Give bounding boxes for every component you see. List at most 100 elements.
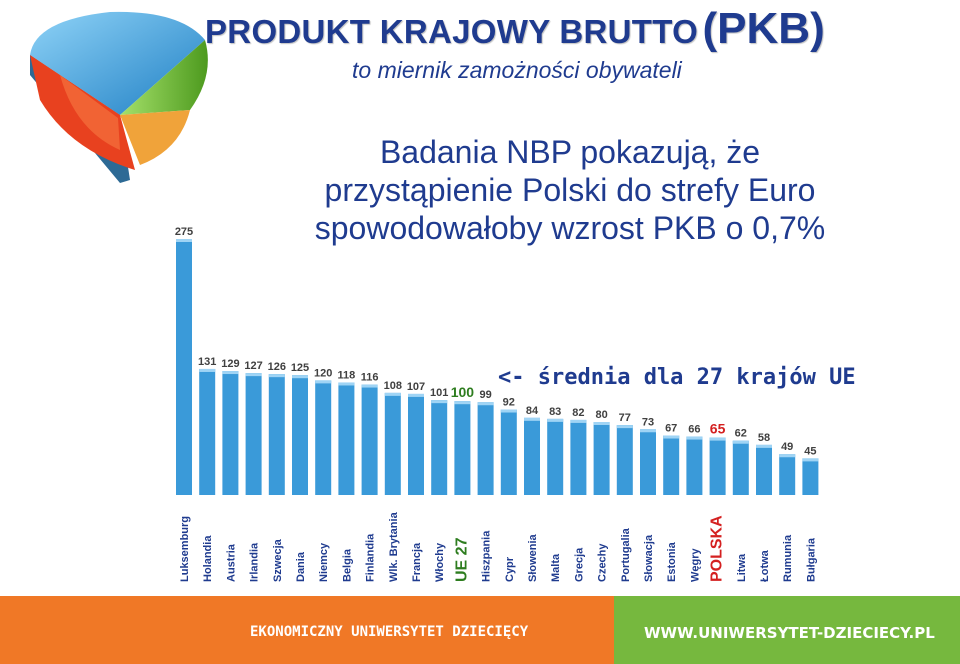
category-label-14: Cypr (504, 556, 516, 582)
bar-top-26 (779, 454, 796, 458)
category-label-10: Francja (411, 542, 423, 582)
bar-4 (268, 374, 285, 495)
pie-slice-blue (30, 11, 205, 115)
value-label-19: 77 (619, 412, 631, 424)
category-label-13: Hiszpania (481, 530, 493, 582)
bar-top-12 (454, 401, 471, 405)
bar-top-7 (338, 382, 355, 386)
bar-21 (663, 435, 680, 495)
value-label-25: 58 (758, 432, 770, 444)
value-label-20: 73 (642, 416, 654, 428)
category-label-0: Luksemburg (179, 516, 191, 582)
value-label-7: 118 (338, 369, 356, 381)
bar-27 (802, 458, 819, 495)
bar-top-13 (477, 402, 494, 406)
bar-top-2 (222, 371, 239, 375)
bar-8 (361, 384, 378, 495)
bar-15 (524, 417, 540, 495)
bar-24 (732, 440, 749, 495)
category-label-24: Litwa (736, 553, 748, 582)
category-label-17: Grecja (573, 547, 585, 582)
bar-14 (500, 409, 517, 495)
value-label-24: 62 (735, 428, 747, 440)
category-label-1: Holandia (202, 535, 214, 582)
category-label-3: Irlandia (249, 542, 261, 582)
value-label-18: 80 (595, 409, 607, 421)
claim-line-3: spowodowałoby wzrost PKB o 0,7% (314, 210, 826, 246)
category-label-16: Malta (550, 553, 562, 582)
bar-6 (315, 380, 332, 495)
bar-top-16 (547, 418, 564, 422)
bar-top-3 (245, 373, 262, 377)
bar-26 (779, 454, 796, 495)
value-label-13: 99 (479, 389, 491, 401)
value-label-9: 108 (384, 380, 402, 392)
value-label-1: 131 (198, 356, 216, 368)
bar-7 (338, 382, 355, 495)
bar-top-5 (292, 375, 308, 379)
bar-top-4 (268, 374, 285, 378)
value-label-4: 126 (268, 361, 286, 373)
bar-10 (408, 393, 424, 495)
bar-16 (547, 418, 564, 495)
pkb-bar-chart: 275 Luksemburg 131 Holandia 129 Austria 127 Irl… (175, 226, 819, 583)
category-label-15: Słowenia (527, 533, 539, 582)
title-main: PRODUKT KRAJOWY BRUTTO (205, 13, 699, 50)
footer-website-link[interactable]: WWW.UNIWERSYTET-DZIECIECY.PL (644, 624, 935, 642)
category-label-8: Finlandia (365, 533, 377, 582)
bar-top-20 (640, 429, 656, 433)
title-abbr: (PKB) (702, 4, 825, 53)
bar-top-18 (593, 422, 610, 425)
category-label-9: Wlk. Brytania (388, 511, 400, 582)
bar-top-9 (384, 392, 401, 396)
category-label-4: Szwecja (272, 538, 284, 582)
value-label-26: 49 (781, 441, 793, 453)
value-label-21: 67 (665, 423, 677, 435)
value-label-2: 129 (221, 358, 239, 370)
bar-2 (222, 371, 239, 495)
bar-23 (709, 437, 726, 495)
average-note: <- średnia dla 27 krajów UE (498, 365, 856, 390)
category-label-22: Węgry (689, 548, 701, 583)
category-label-5: Dania (295, 551, 307, 582)
category-label-26: Rumunia (782, 534, 794, 582)
value-label-5: 125 (291, 362, 309, 374)
footer-left: EKONOMICZNY UNIWERSYTET DZIECIĘCY (0, 596, 614, 664)
value-label-22: 66 (688, 424, 700, 436)
footer-left-text: EKONOMICZNY UNIWERSYTET DZIECIĘCY (250, 624, 529, 640)
category-label-23: POLSKA (709, 515, 726, 582)
value-label-10: 107 (407, 381, 425, 393)
page-subtitle: to miernik zamożności obywateli (352, 57, 682, 83)
value-label-15: 84 (526, 405, 539, 417)
pie-slice-yellow (120, 110, 190, 165)
bar-top-23 (709, 437, 726, 441)
pie-chart-logo (30, 11, 208, 183)
bar-25 (756, 444, 772, 495)
category-label-25: Łotwa (759, 549, 771, 582)
bar-top-15 (524, 417, 540, 421)
category-label-2: Austria (225, 543, 237, 582)
category-label-11: Włochy (434, 542, 446, 582)
nbp-claim: Badania NBP pokazują, że przystąpienie P… (270, 133, 870, 247)
bar-top-14 (500, 409, 517, 413)
bar-9 (384, 392, 401, 495)
bar-top-10 (408, 393, 424, 397)
bar-top-8 (361, 384, 378, 388)
bar-20 (640, 429, 656, 495)
category-label-27: Bułgaria (805, 537, 817, 582)
category-label-21: Estonia (666, 541, 678, 582)
bar-top-0 (176, 239, 192, 242)
bar-top-19 (616, 425, 633, 429)
pie-slice-orange (60, 75, 120, 150)
bar-top-22 (686, 436, 703, 440)
bar-3 (245, 373, 262, 495)
value-label-3: 127 (244, 360, 262, 372)
footer-right[interactable]: WWW.UNIWERSYTET-DZIECIECY.PL (614, 596, 960, 664)
bar-13 (477, 402, 494, 495)
value-label-17: 82 (572, 407, 584, 419)
category-label-12: UE 27 (453, 537, 470, 582)
category-label-19: Portugalia (620, 527, 632, 582)
value-label-23: 65 (710, 421, 726, 437)
bar-5 (292, 375, 308, 495)
value-label-8: 116 (361, 372, 379, 384)
